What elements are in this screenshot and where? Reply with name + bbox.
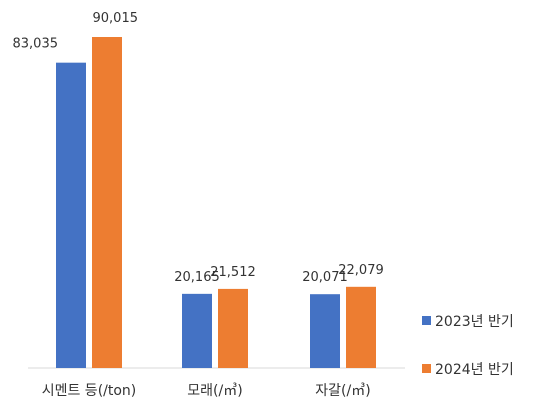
data-label-s1-c1: 21,512 [210, 265, 256, 280]
bar-s1-c0 [92, 37, 122, 368]
data-label-s0-c0: 83,035 [13, 37, 59, 52]
bar-s1-c2 [346, 286, 376, 368]
category-ticks-group: 시멘트 등(/ton) 모래(/㎥) 자갈(/㎥) [42, 383, 371, 399]
legend: 2023년 반기 2024년 반기 [422, 314, 514, 378]
bar-s0-c1 [182, 293, 212, 368]
legend-swatch-0 [422, 316, 431, 325]
data-label-s0-c1: 20,165 [174, 270, 220, 285]
bar-s1-c1 [218, 288, 248, 368]
bar-s0-c2 [310, 294, 340, 368]
category-tick-label: 시멘트 등(/ton) [42, 383, 137, 399]
category-tick-label: 자갈(/㎥) [315, 383, 370, 399]
category-tick-label: 모래(/㎥) [187, 383, 242, 399]
data-label-s0-c2: 20,071 [302, 270, 348, 285]
bars-group [56, 37, 376, 368]
data-label-s1-c2: 22,079 [338, 263, 384, 278]
legend-swatch-1 [422, 364, 431, 373]
bar-s0-c0 [56, 62, 86, 368]
legend-label-0: 2023년 반기 [435, 314, 514, 330]
data-label-s1-c0: 90,015 [93, 11, 139, 26]
legend-label-1: 2024년 반기 [435, 362, 514, 378]
